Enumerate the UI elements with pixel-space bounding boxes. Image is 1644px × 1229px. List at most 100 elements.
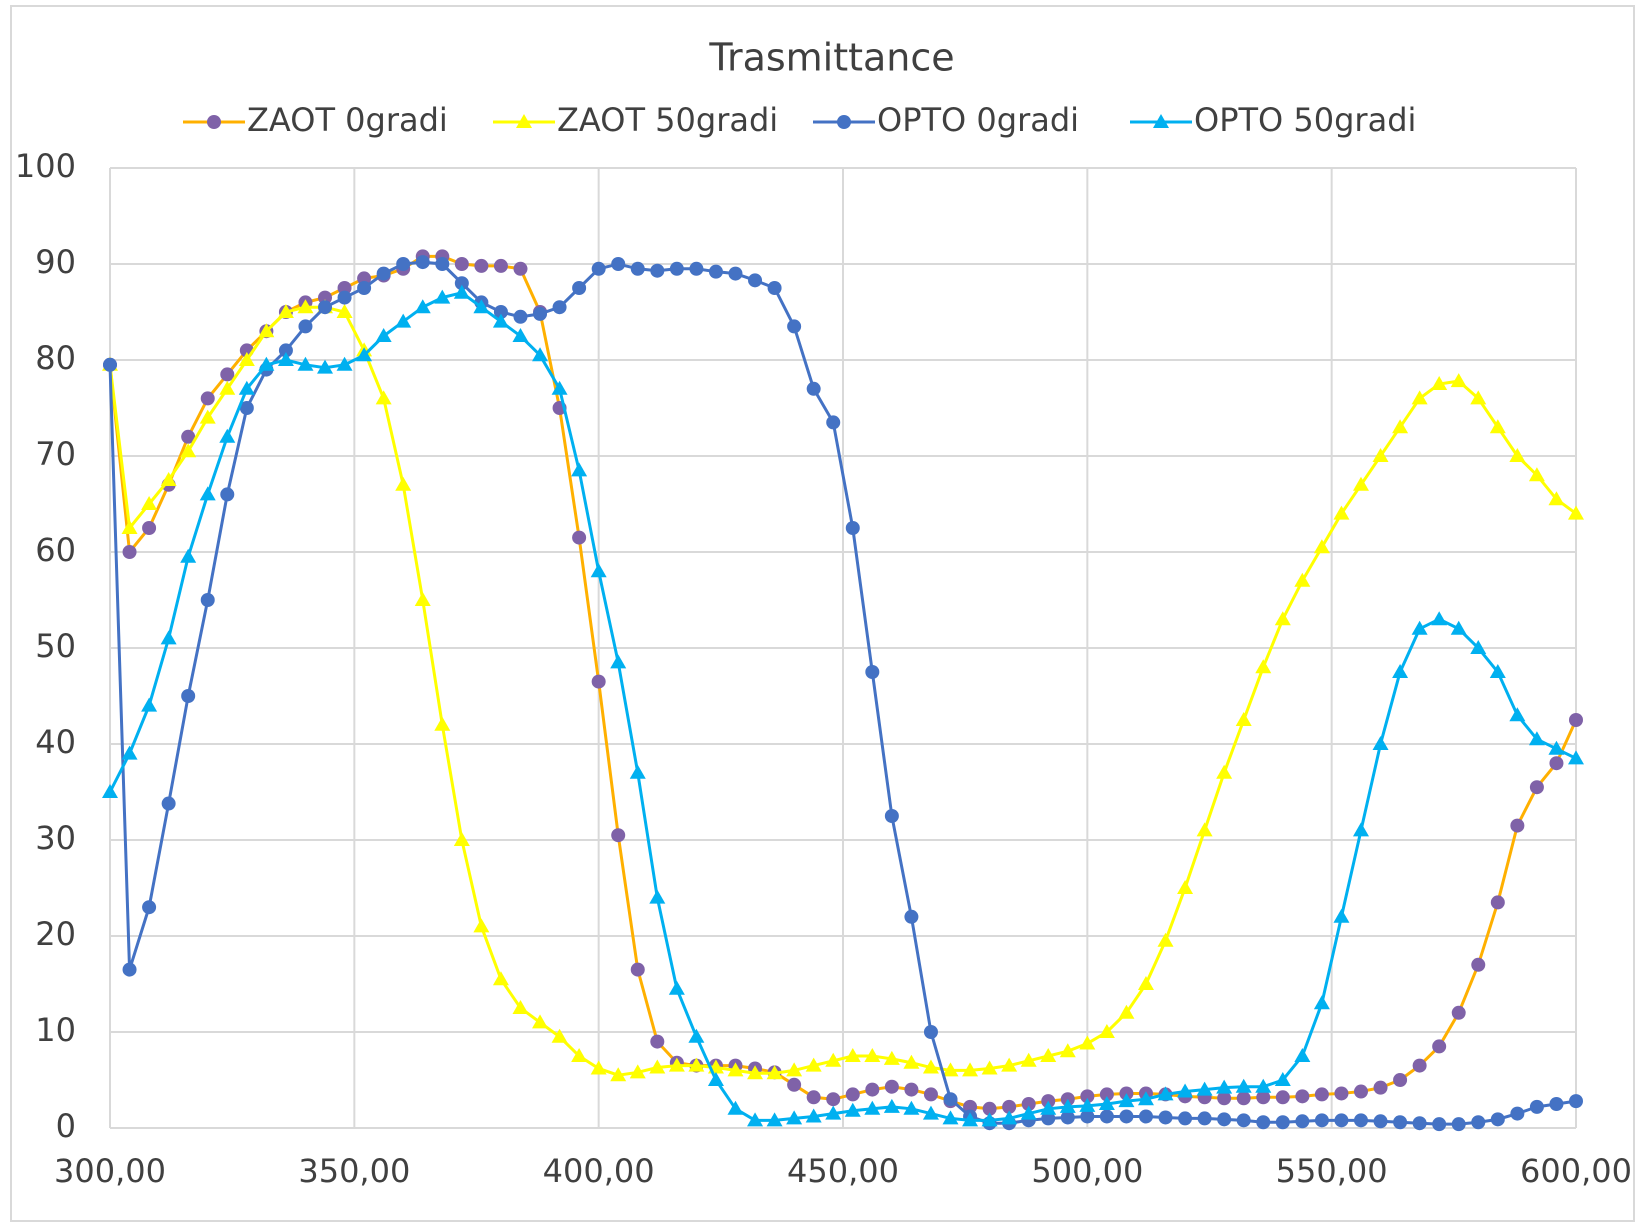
data-point <box>1275 1115 1290 1130</box>
data-point <box>688 1028 705 1043</box>
data-point <box>298 319 313 334</box>
data-point <box>512 328 529 342</box>
y-tick-label: 60 <box>35 531 76 569</box>
data-point <box>1295 1114 1310 1129</box>
y-tick-label: 20 <box>35 915 76 953</box>
data-point <box>1158 1110 1173 1125</box>
y-tick-label: 90 <box>35 243 76 281</box>
data-point <box>571 1048 588 1062</box>
data-point <box>1041 1111 1056 1126</box>
data-point <box>415 255 430 270</box>
data-point <box>884 1079 899 1094</box>
data-point <box>1353 1113 1368 1128</box>
data-point <box>1196 822 1213 837</box>
data-point <box>532 347 549 362</box>
data-point <box>1510 818 1525 833</box>
data-point <box>181 429 196 444</box>
data-point <box>981 1060 998 1075</box>
data-point <box>943 1092 958 1107</box>
data-point <box>650 263 665 278</box>
data-point <box>473 918 490 933</box>
data-point <box>414 299 431 314</box>
data-point <box>1197 1111 1212 1126</box>
data-point <box>1489 419 1506 434</box>
legend-marker <box>837 115 851 129</box>
data-point <box>180 548 197 563</box>
data-point <box>181 689 196 703</box>
data-point <box>1098 1024 1115 1038</box>
data-point <box>121 520 138 534</box>
legend-label: OPTO 0gradi <box>877 101 1079 139</box>
data-point <box>1313 539 1330 554</box>
data-point <box>883 1050 900 1065</box>
data-point <box>942 1110 959 1125</box>
data-point <box>1451 1117 1466 1132</box>
data-point <box>1392 664 1409 678</box>
y-tick-label: 100 <box>15 147 76 185</box>
data-point <box>590 1060 607 1075</box>
data-point <box>160 472 177 486</box>
data-point <box>922 1105 939 1120</box>
data-point <box>142 900 157 915</box>
data-point <box>551 380 568 395</box>
data-point <box>317 359 334 374</box>
data-point <box>258 356 275 371</box>
data-point <box>689 261 704 276</box>
data-point <box>1080 1089 1095 1104</box>
legend-marker <box>516 114 532 128</box>
data-point <box>453 284 470 299</box>
x-tick-label: 400,00 <box>543 1152 655 1190</box>
data-point <box>103 357 117 372</box>
data-point <box>160 630 177 645</box>
data-point <box>122 962 137 977</box>
data-point <box>1529 1099 1544 1114</box>
legend-label: ZAOT 0gradi <box>247 101 448 139</box>
data-point <box>395 313 412 328</box>
data-point <box>727 1062 744 1077</box>
data-point <box>1314 1087 1329 1102</box>
data-point <box>1001 1057 1018 1072</box>
data-point <box>1255 659 1272 674</box>
data-point <box>1431 611 1448 626</box>
data-point <box>357 271 372 286</box>
data-point <box>1040 1100 1057 1115</box>
x-tick-label: 450,00 <box>787 1152 899 1190</box>
data-point <box>161 796 176 811</box>
data-point <box>278 343 293 358</box>
y-tick-label: 30 <box>35 819 76 857</box>
data-point <box>767 281 782 295</box>
data-point <box>474 258 489 273</box>
data-point <box>336 304 353 318</box>
data-point <box>493 305 508 319</box>
data-point <box>963 1099 978 1114</box>
data-point <box>238 380 255 395</box>
data-point <box>454 257 469 271</box>
x-tick-label: 550,00 <box>1276 1152 1388 1190</box>
data-point <box>219 428 236 443</box>
data-point <box>376 266 391 281</box>
data-point <box>1001 1110 1018 1125</box>
data-point <box>1470 640 1487 654</box>
data-point <box>786 1062 803 1077</box>
data-point <box>1002 1099 1017 1114</box>
data-point <box>922 1059 939 1074</box>
data-point <box>200 391 215 406</box>
data-point <box>903 1054 920 1069</box>
data-point <box>1314 1113 1329 1128</box>
data-point <box>1099 1109 1114 1124</box>
data-point <box>1274 1072 1291 1086</box>
chart-title: Trasmittance <box>708 36 954 80</box>
data-point <box>1489 664 1506 678</box>
data-point <box>1334 1086 1349 1101</box>
data-point <box>356 347 373 362</box>
data-point <box>1548 491 1565 506</box>
data-point <box>1118 1004 1135 1019</box>
data-point <box>277 352 294 366</box>
data-point <box>805 1057 822 1072</box>
data-point <box>1372 736 1389 750</box>
data-point <box>199 409 216 424</box>
data-point <box>923 1025 938 1039</box>
data-point <box>786 1110 803 1125</box>
data-point <box>1568 505 1584 520</box>
data-point <box>1079 1097 1096 1112</box>
